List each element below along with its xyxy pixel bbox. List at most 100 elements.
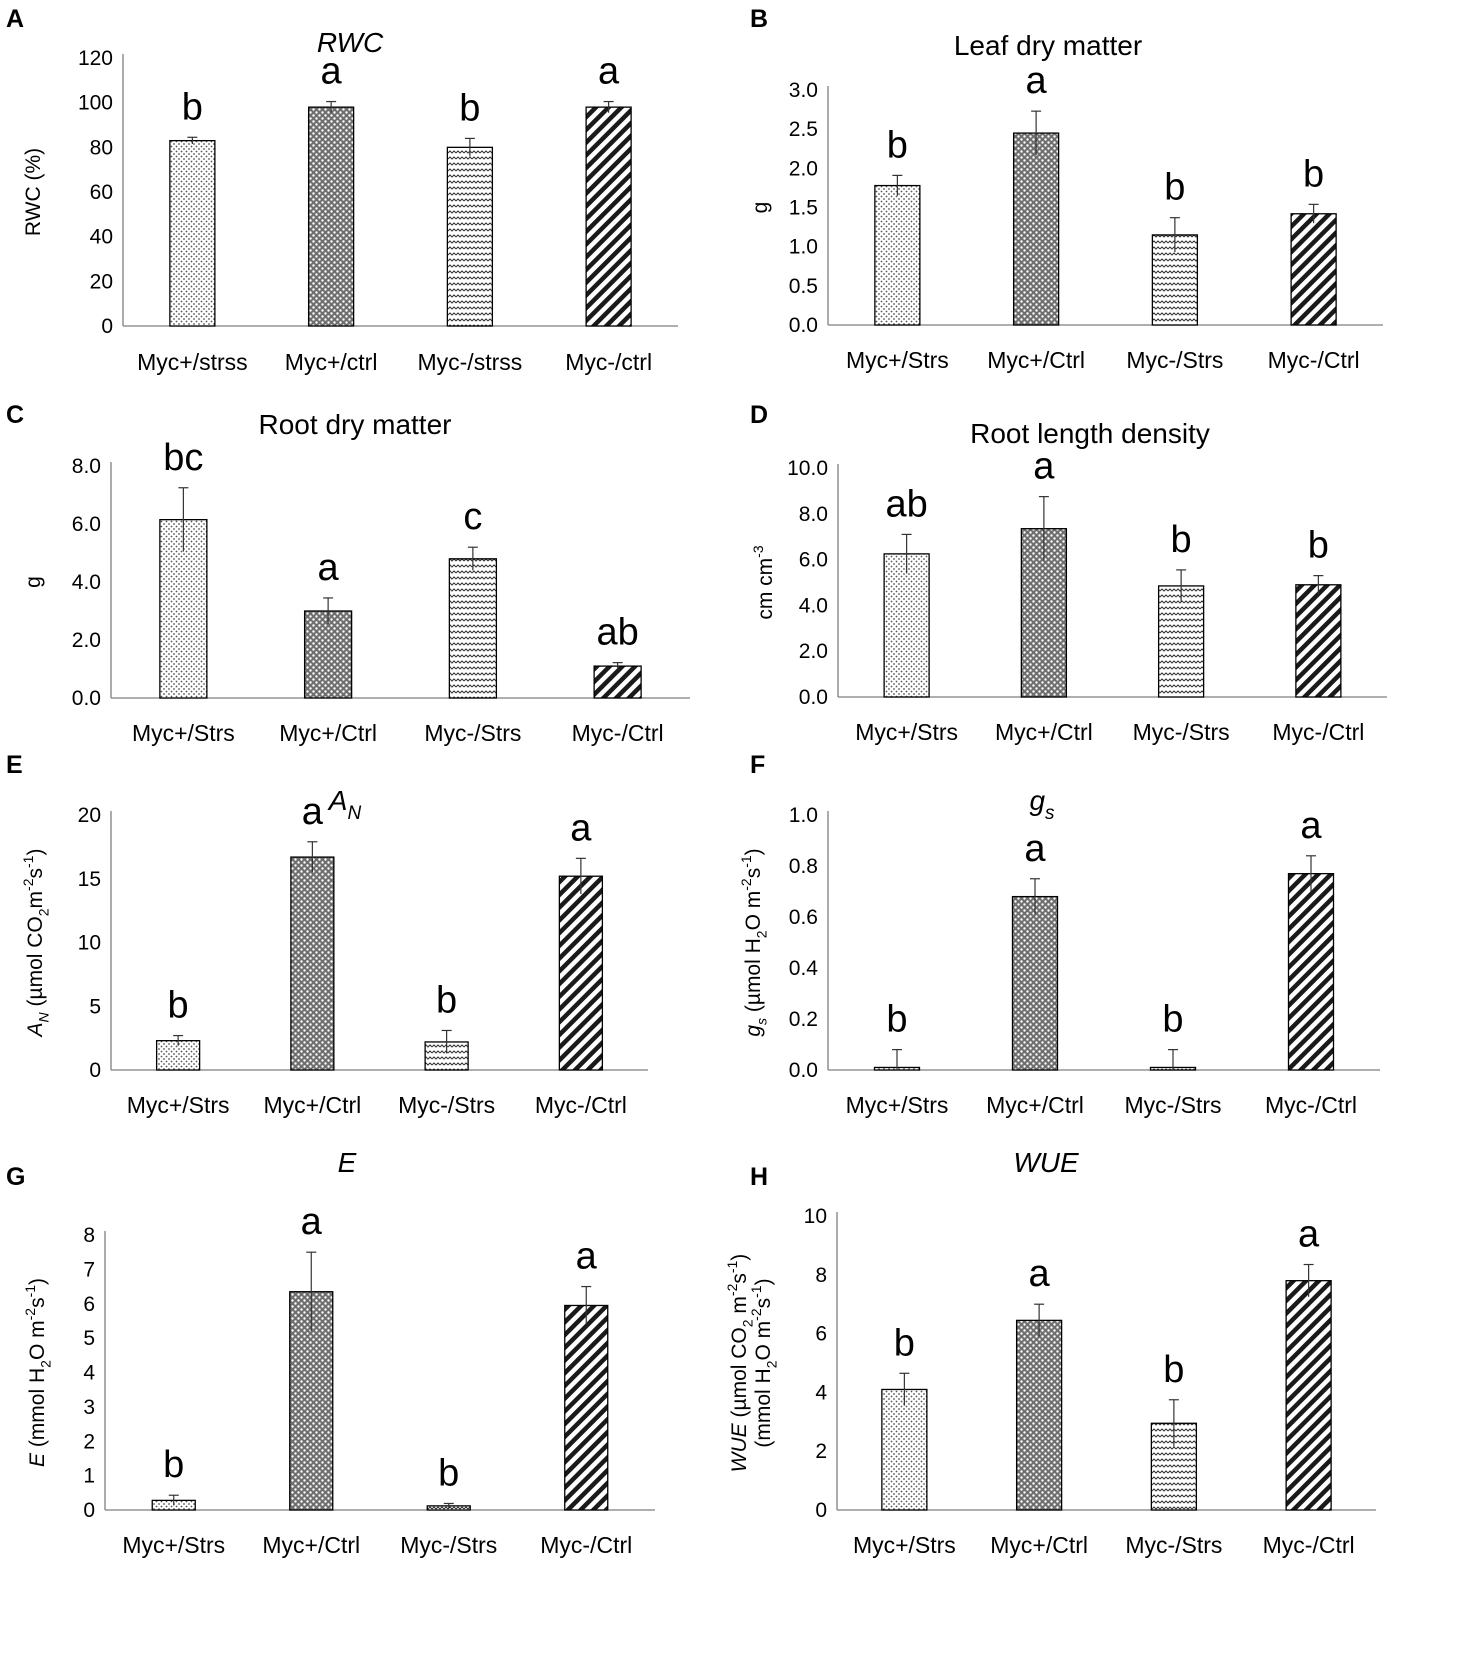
category-label: Myc-/Ctrl: [572, 720, 664, 746]
y-tick-label: 0.0: [799, 686, 828, 709]
panel-letter: B: [750, 5, 768, 33]
significance-letter: b: [438, 1452, 459, 1494]
category-label: Myc-/Strs: [400, 1532, 497, 1558]
y-tick-label: 1: [83, 1465, 95, 1488]
y-tick-label: 0.2: [789, 1008, 818, 1031]
panel-letter: F: [750, 751, 765, 779]
bar-myc-ctrl: [290, 856, 335, 1071]
y-axis-label: gs (µmol H2O m-2s-1): [738, 848, 770, 1036]
y-tick-label: 6.0: [72, 513, 101, 536]
category-label: Myc-/Strs: [1124, 1092, 1221, 1118]
y-tick-label: 0.0: [789, 314, 818, 337]
y-tick-label: 2.5: [789, 118, 818, 141]
y-tick-label: 40: [90, 226, 113, 249]
panel-letter: D: [750, 401, 768, 429]
significance-letter: b: [886, 999, 907, 1041]
significance-letter: a: [301, 1201, 323, 1243]
category-label: Myc+/Strs: [132, 720, 235, 746]
category-label: Myc+/Ctrl: [990, 1532, 1088, 1558]
category-label: Myc+/Ctrl: [279, 720, 377, 746]
category-label: Myc+/Strs: [853, 1532, 956, 1558]
significance-letter: a: [1298, 1214, 1320, 1256]
y-tick-label: 8.0: [72, 455, 101, 478]
significance-letter: a: [576, 1236, 598, 1278]
significance-letter: a: [1024, 828, 1046, 870]
bar-myc-strs: [448, 558, 498, 699]
chart-title: E: [338, 1147, 357, 1178]
bar-myc-strs: [874, 184, 921, 326]
y-tick-label: 20: [90, 270, 113, 293]
chart-title: Root dry matter: [259, 409, 452, 440]
significance-letter: b: [1162, 999, 1183, 1041]
bar-myc-ctrl: [1015, 1319, 1063, 1511]
y-tick-label: 6: [83, 1293, 95, 1316]
category-label: Myc-/strss: [417, 349, 522, 375]
category-label: Myc+/Strs: [846, 1092, 949, 1118]
category-label: Myc+/Ctrl: [986, 1092, 1084, 1118]
significance-letter: b: [182, 86, 203, 128]
y-tick-label: 2: [815, 1440, 827, 1463]
y-tick-label: 120: [78, 47, 113, 70]
y-axis-label: cm cm-3: [750, 545, 777, 619]
panel-b-leaf-dry-matter: B Leaf dry matter 0.0 0.5 1.0 1.5 2.0 2.5 3.0 g b M…: [749, 5, 1383, 373]
significance-letter: a: [598, 51, 620, 93]
y-tick-label: 2.0: [789, 157, 818, 180]
category-label: Myc+/Ctrl: [995, 719, 1093, 745]
y-axis-label: g: [749, 202, 772, 214]
significance-letter: b: [894, 1322, 915, 1364]
y-tick-label: 6.0: [799, 549, 828, 572]
y-tick-label: 0: [83, 1499, 95, 1522]
y-tick-label: 0.6: [789, 906, 818, 929]
y-tick-label: 4.0: [72, 571, 101, 594]
y-tick-label: 6: [815, 1323, 827, 1346]
panel-letter: E: [6, 751, 23, 779]
y-tick-label: 80: [90, 136, 113, 159]
chart-title: gs: [1029, 785, 1055, 824]
bar-myc-strs: [881, 1388, 928, 1511]
category-label: Myc-/Ctrl: [1272, 719, 1364, 745]
y-tick-label: 5: [89, 995, 101, 1018]
bar-myc-strs: [883, 553, 930, 698]
panel-h-wue: H WUE 0 2 4 6 8 10 WUE (µmol CO2 m-2s-1)(mmol H2…: [724, 1147, 1376, 1558]
panel-f-gs: Fgs 0.0 0.2 0.4 0.6 0.8 1.0 gs (µmol H2O m-2s-1…: [738, 751, 1380, 1118]
significance-letter: b: [436, 979, 457, 1021]
y-tick-label: 4.0: [799, 594, 828, 617]
bar-myc-ctrl: [593, 665, 642, 699]
y-tick-label: 0: [89, 1059, 101, 1082]
significance-letter: a: [1300, 805, 1322, 847]
y-tick-label: 0.4: [789, 957, 819, 980]
significance-letter: a: [570, 807, 592, 849]
significance-letter: b: [1171, 519, 1192, 561]
y-tick-label: 1.0: [789, 804, 818, 827]
significance-letter: c: [463, 496, 482, 538]
y-tick-label: 20: [78, 804, 101, 827]
y-tick-label: 0.0: [72, 687, 101, 710]
category-label: Myc+/Strs: [855, 719, 958, 745]
bar-myc-ctrl: [1285, 1280, 1332, 1511]
y-tick-label: 8: [83, 1224, 95, 1247]
bar-myc-ctrl: [307, 106, 355, 327]
panel-letter: G: [6, 1163, 25, 1191]
category-label: Myc+/Ctrl: [262, 1532, 360, 1558]
category-label: Myc-/ctrl: [565, 349, 652, 375]
category-label: Myc-/Strs: [1133, 719, 1230, 745]
category-label: Myc+/Strs: [122, 1532, 225, 1558]
category-label: Myc-/Ctrl: [1265, 1092, 1357, 1118]
category-label: Myc+/Ctrl: [987, 347, 1085, 373]
panel-c-root-dry-matter: C Root dry matter 0.0 2.0 4.0 6.0 8.0 g bc Myc+/S…: [6, 401, 690, 746]
chart-title: WUE: [1013, 1147, 1079, 1178]
significance-letter: a: [321, 51, 343, 93]
y-axis-label: RWC (%): [22, 148, 45, 236]
y-axis-label: (mmol H2O m-2s-1): [748, 1278, 780, 1447]
significance-letter: ab: [596, 612, 638, 654]
bar-myc-ctrl: [585, 106, 632, 327]
category-label: Myc+/strss: [137, 349, 248, 375]
significance-letter: b: [168, 985, 189, 1027]
significance-letter: b: [1164, 167, 1185, 209]
y-axis-label: AN (µmol CO2m-2s-1): [20, 849, 52, 1039]
y-tick-label: 4: [83, 1362, 95, 1385]
bar-myc-strs: [1157, 585, 1205, 698]
category-label: Myc-/Ctrl: [1268, 347, 1360, 373]
panel-g-e: G E 0 1 2 3 4 5 6 7 8 E (mmol H2O m-2s-1) b Myc+/Strs…: [6, 1147, 655, 1558]
category-label: Myc-/Strs: [1126, 347, 1223, 373]
